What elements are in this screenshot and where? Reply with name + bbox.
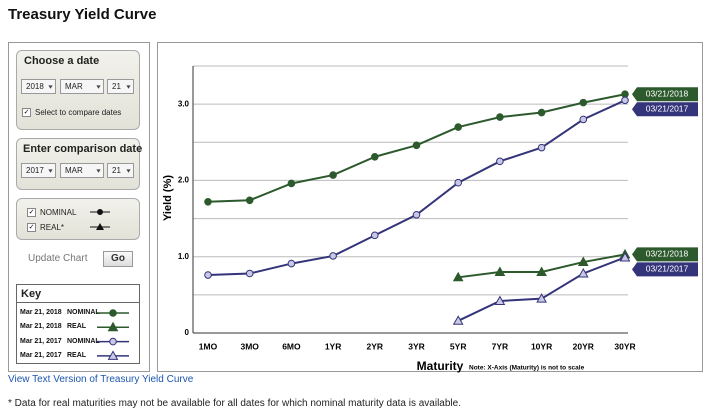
key-date: Mar 21, 2017 (20, 351, 62, 359)
triangle-marker (619, 251, 631, 262)
triangle-marker (494, 295, 506, 305)
y-tick-label: 2.0 (178, 176, 190, 185)
key-date: Mar 21, 2018 (20, 309, 62, 316)
circle-marker (579, 115, 588, 124)
x-tick-label: 3YR (408, 341, 425, 351)
footnote: * Data for real maturities may not be av… (8, 398, 461, 409)
x-tick-label: 2YR (367, 341, 384, 351)
key-kind: NOMINAL (67, 337, 100, 345)
circle-marker (537, 108, 546, 117)
circle-marker (579, 98, 588, 107)
y-tick-label: 0 (185, 328, 190, 337)
x-axis-title: Maturity (417, 359, 464, 373)
text-version-link[interactable]: View Text Version of Treasury Yield Curv… (8, 374, 194, 385)
x-tick-label: 7YR (492, 341, 509, 351)
key-icon (107, 321, 119, 332)
circle-marker (329, 171, 337, 179)
y-axis-title: Yield (%) (162, 175, 174, 221)
x-tick-label: 5YR (450, 341, 467, 351)
year-select[interactable]: 2017 (21, 163, 56, 178)
key-kind: NOMINAL (67, 309, 100, 316)
triangle-marker (577, 256, 589, 267)
day-select[interactable]: 21 (107, 79, 134, 94)
key-kind: REAL (67, 323, 87, 331)
filter-label: REAL* (40, 223, 65, 232)
x-tick-label: 6MO (282, 341, 301, 351)
nominal-icon (97, 209, 103, 215)
filter-label: NOMINAL (40, 208, 77, 217)
end-label: 03/21/2017 (646, 264, 689, 274)
real-icon (96, 223, 104, 230)
circle-marker (204, 271, 212, 279)
circle-marker (204, 197, 212, 206)
circle-marker (287, 179, 296, 188)
circle-marker (371, 231, 379, 240)
x-tick-label: 10YR (531, 341, 552, 351)
end-label: 03/21/2018 (646, 88, 689, 98)
day-select[interactable]: 21 (107, 163, 134, 178)
page-title: Treasury Yield Curve (8, 6, 157, 23)
circle-marker (329, 252, 337, 260)
triangle-marker (452, 271, 464, 282)
year-select[interactable]: 2018 (21, 79, 56, 94)
circle-marker (496, 157, 504, 166)
triangle-marker (452, 315, 464, 325)
circle-marker (371, 152, 379, 161)
control-panel (8, 42, 150, 372)
circle-marker (496, 113, 504, 121)
update-label: Update Chart (28, 253, 88, 264)
go-button[interactable]: Go (103, 251, 133, 267)
x-tick-label: 20YR (573, 341, 594, 351)
y-tick-label: 3.0 (178, 99, 190, 108)
circle-marker (537, 143, 546, 152)
triangle-marker (494, 266, 506, 276)
triangle-marker (536, 266, 547, 276)
key-box (16, 284, 140, 364)
circle-marker (412, 210, 421, 219)
end-label-box (632, 87, 698, 102)
circle-marker (287, 259, 296, 268)
compare-checkbox[interactable]: ✓ (22, 108, 31, 117)
series-line (207, 99, 626, 277)
end-label: 03/21/2017 (646, 103, 689, 113)
end-label-box (632, 262, 698, 277)
circle-marker (454, 123, 463, 131)
chart-frame (157, 42, 703, 372)
circle-marker (621, 96, 629, 105)
key-date: Mar 21, 2018 (20, 323, 62, 331)
end-label-box (632, 247, 698, 262)
x-tick-label: 3MO (240, 341, 259, 351)
date-heading: Choose a date (24, 55, 100, 67)
real-checkbox[interactable]: ✓ (27, 223, 36, 232)
key-divider (16, 302, 140, 303)
end-label-box (632, 102, 698, 117)
key-title: Key (21, 288, 42, 300)
nominal-checkbox[interactable]: ✓ (27, 208, 36, 217)
circle-marker (412, 141, 421, 150)
x-tick-label: 30YR (614, 341, 635, 351)
circle-marker (454, 178, 463, 187)
x-tick-label: 1YR (325, 341, 342, 351)
key-date: Mar 21, 2017 (20, 337, 62, 345)
key-kind: REAL (67, 351, 87, 359)
key-icon (109, 337, 117, 346)
key-icon (107, 350, 119, 360)
circle-marker (245, 196, 254, 205)
triangle-marker (536, 293, 547, 303)
month-select[interactable]: MAR (60, 163, 104, 178)
triangle-marker (577, 267, 589, 278)
comparison-heading: Enter comparison date (23, 143, 143, 155)
month-select[interactable]: MAR (60, 79, 104, 94)
filter-box (16, 198, 140, 240)
key-icon (109, 309, 117, 317)
end-label: 03/21/2018 (646, 249, 689, 259)
x-tick-label: 1MO (199, 341, 218, 351)
compare-label: Select to compare dates (35, 108, 122, 117)
circle-marker (245, 269, 254, 278)
y-tick-label: 1.0 (178, 252, 190, 261)
x-axis-note: Note: X-Axis (Maturity) is not to scale (469, 365, 585, 372)
